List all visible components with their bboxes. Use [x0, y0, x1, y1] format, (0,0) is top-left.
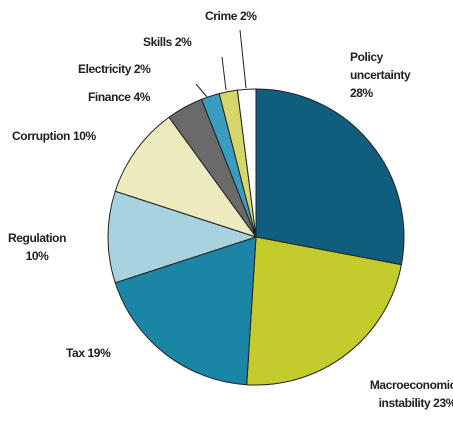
pie-slice	[114, 236, 257, 386]
value-label: 2%	[174, 35, 192, 49]
slice-label: Corruption 10%	[12, 127, 142, 145]
category-name: Policy uncertainty	[350, 50, 411, 82]
category-name: Tax	[66, 346, 85, 360]
leader-line	[221, 56, 227, 91]
value-label: 19%	[87, 346, 111, 360]
value-label: 28%	[350, 86, 373, 100]
slice-label: Crime 2%	[205, 7, 295, 25]
slice-label: Macroeconomic instability 23%	[316, 376, 453, 412]
value-label: 10%	[25, 249, 49, 263]
slice-label: Tax 19%	[66, 344, 146, 362]
category-name: Finance	[88, 90, 131, 104]
slice-label: Electricity 2%	[78, 60, 198, 78]
leader-line	[239, 29, 247, 89]
pie-slice	[114, 116, 258, 238]
value-label: 4%	[133, 90, 151, 104]
value-label: 10%	[72, 129, 96, 143]
category-name: Electricity	[78, 62, 131, 76]
slice-label: Policy uncertainty 28%	[350, 48, 411, 102]
category-name: Regulation	[8, 231, 66, 245]
slice-label: Finance 4%	[88, 88, 188, 106]
pie-slice	[246, 236, 402, 386]
slice-label: Skills 2%	[143, 33, 233, 51]
value-label: 2%	[239, 9, 257, 23]
leader-line	[195, 83, 208, 98]
pie-slice	[255, 88, 405, 266]
pie-slice	[107, 190, 258, 284]
category-name: Crime	[205, 9, 238, 23]
category-name: Corruption	[12, 129, 70, 143]
category-name: Skills	[143, 35, 172, 49]
category-name: Macroeconomic instability	[369, 378, 453, 410]
slice-label: Regulation 10%	[8, 229, 66, 265]
pie-slice	[236, 88, 257, 238]
value-label: 2%	[133, 62, 151, 76]
value-label: 23%	[433, 396, 453, 410]
